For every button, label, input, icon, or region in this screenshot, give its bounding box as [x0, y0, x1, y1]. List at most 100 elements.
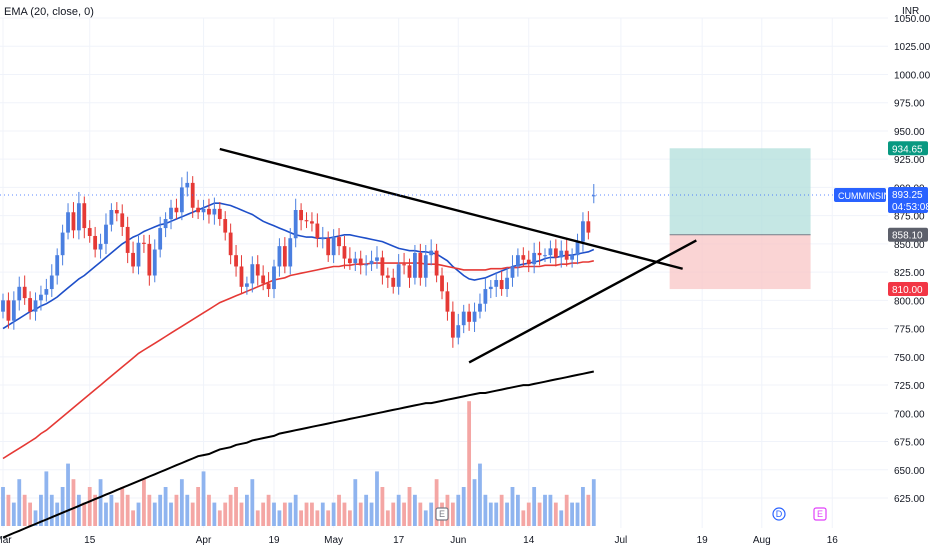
volume-bar [450, 502, 455, 526]
candles [1, 171, 596, 348]
candle-body [364, 264, 369, 266]
volume-bar [429, 502, 434, 526]
price-tick-label: 975.00 [894, 99, 925, 110]
volume-bar [516, 494, 520, 526]
candle-body [245, 283, 249, 287]
time-tick-label: 14 [523, 535, 535, 546]
time-tick-label: May [324, 535, 343, 546]
volume-bar [44, 471, 49, 526]
candle-body [315, 223, 320, 239]
volume-bar [261, 502, 266, 526]
volume-bar [543, 494, 547, 526]
candle-body [76, 203, 81, 231]
volume-bar [82, 502, 87, 526]
volume-bar [223, 502, 228, 526]
indicator-legend[interactable]: EMA (20, close, 0) [4, 6, 94, 18]
price-tick-label: 650.00 [894, 466, 925, 477]
candle-body [71, 212, 76, 231]
candle-body [423, 255, 428, 278]
candle-body [570, 255, 574, 260]
candle-body [450, 311, 455, 338]
countdown-tag: 04:53:08 [892, 202, 931, 213]
candle-body [537, 252, 542, 256]
volume-bar [125, 494, 130, 526]
candle-body [49, 275, 54, 290]
time-tick-label: 19 [268, 535, 280, 546]
time-tick-label: 19 [697, 535, 709, 546]
volume-bar [93, 494, 98, 526]
time-axis[interactable]: Mar 15 Apr 19 May 17 Jun 14 Jul 19 Aug 16 [0, 535, 838, 546]
target-price-tag: 934.65 [892, 144, 923, 155]
last-price-tag: 893.25 [892, 190, 923, 201]
volume-bar [521, 510, 526, 526]
candle-body [33, 300, 38, 312]
candle-body [22, 286, 27, 299]
volume-bar [472, 479, 477, 526]
price-axis[interactable]: 1050.00 1025.00 1000.00 975.00 950.00 925.009… [894, 14, 931, 505]
candle-body [358, 258, 363, 266]
volume-bar [505, 502, 509, 526]
candle-body [217, 208, 222, 220]
candle-body [223, 219, 228, 233]
candle-body [152, 249, 157, 276]
candle-body [11, 300, 16, 321]
candle-body [114, 210, 119, 214]
time-tick-label: Jun [450, 535, 466, 546]
volume-bar [461, 487, 466, 526]
time-tick-label: 17 [393, 535, 405, 546]
position-zones[interactable] [669, 148, 811, 290]
candle-body [288, 238, 293, 267]
price-tick-label: 925.00 [894, 155, 925, 166]
candle-body [196, 207, 201, 213]
volume-bar [109, 494, 114, 526]
volume-bar [423, 510, 428, 526]
volume-bar [277, 510, 282, 526]
trendlines[interactable] [219, 147, 697, 364]
price-tick-label: 700.00 [894, 409, 925, 420]
stop-zone [669, 234, 811, 290]
candle-body [467, 311, 472, 322]
candle-body [109, 210, 114, 225]
stop-price-tag: 810.00 [892, 285, 923, 296]
lower-trendline [468, 239, 697, 364]
candle-body [239, 266, 244, 287]
volume-bar [586, 494, 591, 526]
candle-body [472, 311, 477, 322]
price-tick-label: 800.00 [894, 296, 925, 307]
time-tick-label: Apr [196, 535, 212, 546]
candle-body [532, 252, 537, 265]
volume-bar [358, 502, 363, 526]
time-tick-label: 15 [84, 535, 96, 546]
candle-body [326, 238, 331, 256]
volume-bar [272, 502, 276, 526]
volume-bar [499, 494, 504, 526]
price-tick-label: 775.00 [894, 325, 925, 336]
volume-bar [526, 502, 531, 526]
candle-body [228, 232, 233, 256]
candle-body [505, 277, 509, 290]
candle-body [293, 210, 298, 239]
candle-body [320, 238, 325, 240]
volume-bar [293, 494, 298, 526]
volume-bar [342, 502, 347, 526]
grid-lines [0, 17, 888, 528]
candle-body [548, 248, 553, 256]
volume-bar [66, 463, 70, 526]
volume-bar [369, 502, 374, 526]
candle-body [407, 265, 412, 278]
volume-bar [364, 494, 369, 526]
candle-body [337, 237, 341, 247]
last-price-tag-bg [888, 187, 928, 214]
ema50-line [2, 260, 594, 460]
candle-body [277, 246, 282, 267]
candle-body [375, 257, 379, 261]
candle-body [272, 266, 276, 290]
event-markers[interactable]: D EE [435, 507, 827, 521]
candle-body [174, 207, 179, 213]
price-tick-label: 625.00 [894, 494, 925, 505]
volume-bar [532, 487, 537, 526]
volume-bar [147, 494, 152, 526]
volume-bar [39, 494, 43, 526]
volume-bar [152, 502, 157, 526]
